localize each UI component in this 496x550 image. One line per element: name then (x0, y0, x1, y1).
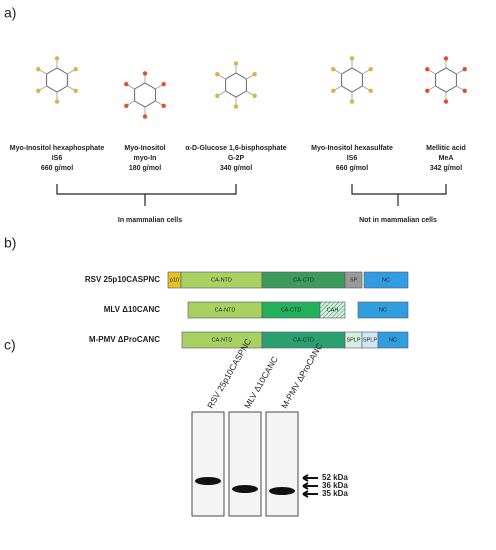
lane-label: MLV Δ10CANC (242, 355, 280, 411)
bracket (351, 184, 447, 206)
molecule-atom (233, 104, 239, 109)
lane-label: M-PMV ΔProCANC (279, 341, 325, 410)
domain-label: CA-NTD (211, 277, 232, 283)
molecule-atom (368, 67, 373, 72)
marker-label: 35 kDa (322, 489, 348, 498)
domain-label: CA-NTD (215, 307, 236, 313)
domain-label: CA-CTD (281, 307, 302, 313)
domain-label: NC (379, 307, 387, 313)
molecule-label: 180 g/mol (129, 165, 161, 172)
domain-label: SP (350, 277, 358, 283)
molecule-ring (134, 82, 156, 108)
molecule-label: 340 g/mol (220, 165, 252, 172)
group-label: In mammalian cells (118, 217, 182, 224)
construct-name: MLV Δ10CANC (104, 305, 160, 314)
bracket (56, 184, 237, 206)
domain-label: NC (382, 277, 390, 283)
molecule-atom (54, 56, 60, 61)
molecule-label: Myo-Inositol (124, 145, 165, 152)
molecule-atom (331, 67, 336, 72)
molecule-label: IS6 (52, 155, 63, 162)
molecule-atom (252, 72, 257, 77)
molecule-atom (349, 99, 355, 104)
molecule-ring (225, 72, 247, 98)
molecule-atom (124, 103, 129, 109)
domain (319, 301, 346, 319)
molecule-ring (341, 67, 363, 93)
domain-label: CA-NTD (212, 337, 233, 343)
domain-label: SPLP (346, 337, 360, 343)
molecule-label: myo-In (134, 155, 157, 162)
panel-label: c) (4, 337, 16, 353)
domain (357, 301, 409, 319)
molecule-atom (73, 67, 78, 72)
molecule-label: MeA (439, 155, 454, 162)
domain-label: SPLP (363, 337, 377, 343)
molecule-atom (161, 82, 166, 87)
panel-label: b) (4, 235, 16, 251)
molecule-atom (443, 99, 449, 104)
domain-label: CAH (327, 307, 339, 313)
molecule-atom (462, 88, 467, 94)
group-label: Not in mammalian cells (359, 217, 437, 224)
molecule-atom (36, 67, 41, 72)
molecule-label: Myo-Inositol hexasulfate (311, 145, 393, 152)
molecule-label: 342 g/mol (430, 165, 462, 172)
molecule-atom (215, 72, 220, 77)
molecule-atom (368, 88, 373, 94)
marker-label: 52 kDa (322, 473, 348, 482)
molecule-atom (425, 67, 430, 72)
molecule-atom (425, 88, 430, 94)
molecule-atom (252, 93, 257, 99)
molecule-atom (142, 71, 148, 76)
domain (344, 271, 363, 289)
marker-label: 36 kDa (322, 481, 348, 490)
molecule-atom (443, 56, 449, 61)
molecule-label: G-2P (228, 155, 245, 162)
molecule-atom (142, 114, 148, 119)
construct-name: M-PMV ΔProCANC (89, 335, 160, 344)
molecule-label: 660 g/mol (41, 165, 73, 172)
molecule-label: α-D-Glucose 1,6-bisphosphate (185, 145, 286, 152)
molecule-atom (36, 88, 41, 94)
molecule-ring (46, 67, 68, 93)
molecule-atom (215, 93, 220, 99)
molecule-label: IS6 (347, 155, 358, 162)
domain-label: NC (389, 337, 397, 343)
molecule-atom (54, 99, 60, 104)
molecule-atom (462, 67, 467, 72)
molecule-atom (124, 82, 129, 87)
domain-label: p10 (170, 277, 179, 283)
molecule-label: Myo-Inositol hexaphosphate (10, 145, 105, 152)
molecule-atom (331, 88, 336, 94)
domain (363, 271, 409, 289)
panel-label: a) (4, 5, 16, 21)
domain-label: CA-CTD (293, 277, 314, 283)
molecule-label: Mellitic acid (426, 145, 466, 152)
molecule-atom (349, 56, 355, 61)
molecule-atom (161, 103, 166, 109)
molecule-ring (435, 67, 457, 93)
molecule-atom (233, 61, 239, 66)
construct-name: RSV 25p10CASPNC (85, 275, 160, 284)
domain (377, 331, 409, 349)
molecule-atom (73, 88, 78, 94)
domain-label: CA-CTD (293, 337, 314, 343)
molecule-label: 660 g/mol (336, 165, 368, 172)
gel (191, 411, 318, 517)
